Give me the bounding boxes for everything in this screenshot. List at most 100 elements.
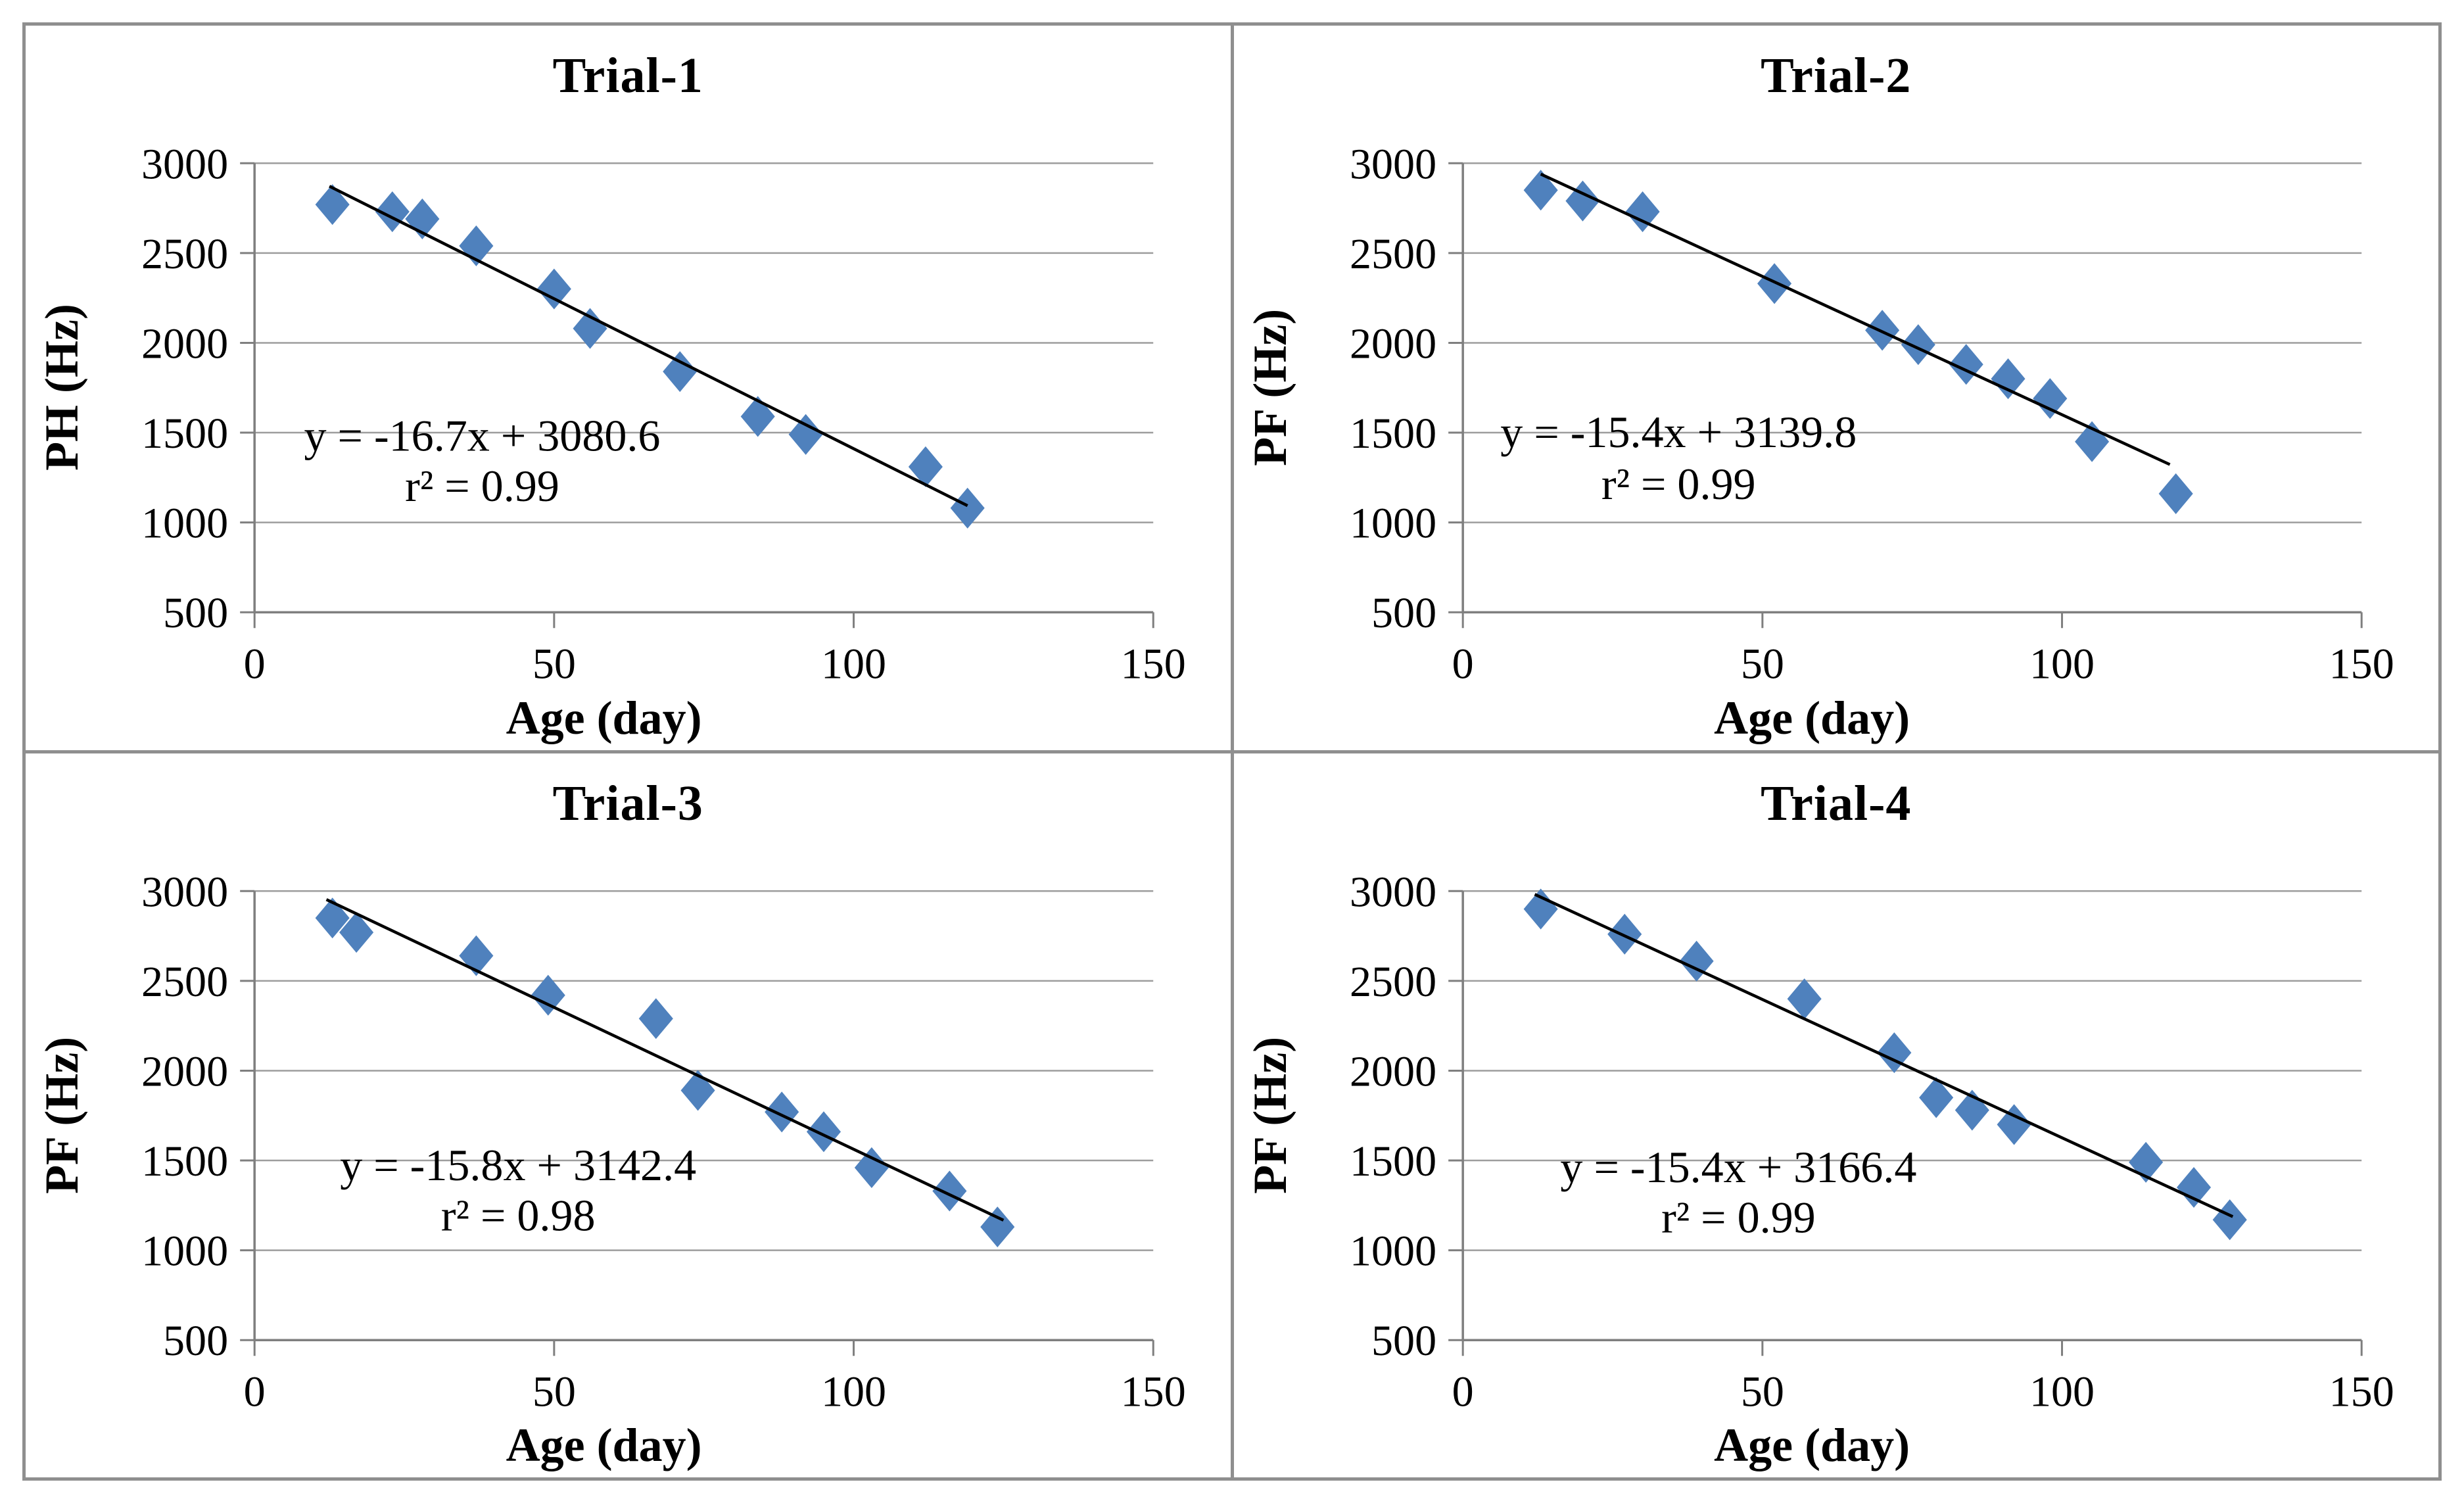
y-tick-label: 500 [1371,1317,1436,1365]
data-point-marker [950,487,985,529]
data-point-marker [2212,1199,2247,1240]
data-point-marker [806,1110,841,1152]
data-point-marker [680,1069,715,1111]
trend-equation-label: y = -16.7x + 3080.6 [304,410,661,460]
plot-trial-1: 500 1000 1500 2000 2500 3000 0 50 100 150 y = -16.… [141,140,1186,688]
y-tick-label: 2500 [141,230,228,278]
data-point-marker [1876,1032,1911,1073]
data-point-marker [1523,888,1558,930]
chart-title: Trial-4 [1761,775,1912,831]
y-tick-label: 2000 [141,320,228,368]
plot-trial-4: 500 1000 1500 2000 2500 3000 0 50 100 150 y = -15.… [1349,868,2394,1416]
x-tick-label: 150 [2329,1368,2394,1416]
x-tick-label: 50 [533,1368,576,1416]
chart-panel-trial-1: 500 1000 1500 2000 2500 3000 0 50 100 150 y = -16.… [26,26,1231,750]
x-axis-title: Age (day) [1714,691,1910,744]
trend-line [329,185,968,508]
x-tick-label: 0 [1452,640,1473,688]
y-tick-label: 500 [163,1317,228,1365]
data-point-marker [2176,1166,2211,1208]
trend-equation-label: y = -15.4x + 3139.8 [1500,407,1857,457]
chart-grid: 500 1000 1500 2000 2500 3000 0 50 100 150 y = -16.… [22,22,2442,1481]
data-point-marker [908,446,943,487]
x-tick-label: 150 [1121,1368,1186,1416]
y-tick-label: 1000 [1349,1227,1436,1275]
x-axis-title: Age (day) [506,1419,702,1472]
trend-r2-label: r² = 0.99 [405,461,559,511]
data-point-marker [932,1170,967,1212]
x-tick-label: 150 [2329,640,2394,688]
trend-equation-label: y = -15.4x + 3166.4 [1560,1141,1916,1191]
y-tick-label: 2000 [1349,1047,1436,1095]
x-tick-label: 100 [2029,1368,2094,1416]
data-point-marker [1918,1076,1953,1118]
trend-line [325,897,1005,1222]
y-tick-label: 3000 [141,868,228,916]
x-tick-label: 0 [244,640,266,688]
y-axis-title: PF (Hz) [36,1036,88,1194]
y-tick-label: 1500 [1349,410,1436,458]
y-tick-label: 3000 [141,140,228,188]
y-tick-label: 2500 [141,957,228,1005]
plot-trial-2: 500 1000 1500 2000 2500 3000 0 50 100 150 y = -15.… [1349,140,2394,688]
y-tick-label: 2500 [1349,957,1436,1005]
x-tick-label: 150 [1121,640,1186,688]
data-point-marker [788,414,823,455]
chart-title: Trial-1 [552,48,703,104]
data-point-marker [531,974,565,1016]
trend-r2-label: r² = 0.99 [1601,459,1755,509]
data-point-marker [2032,378,2067,419]
chart-title: Trial-3 [552,775,703,831]
data-point-marker [854,1147,889,1188]
y-tick-label: 500 [1371,589,1436,637]
y-axis-title: PF (Hz) [1243,1036,1296,1194]
chart-panel-trial-4: 500 1000 1500 2000 2500 3000 0 50 100 150 y = -15.… [1233,753,2438,1477]
data-point-marker [663,351,698,393]
x-tick-label: 0 [1452,1368,1473,1416]
y-tick-label: 2000 [141,1047,228,1095]
data-point-marker [638,997,673,1039]
chart-panel-trial-2: 500 1000 1500 2000 2500 3000 0 50 100 150 y = -15.… [1233,26,2438,750]
x-tick-label: 50 [1740,1368,1784,1416]
x-tick-label: 50 [533,640,576,688]
trend-line [1534,892,2233,1218]
data-point-marker [536,268,571,310]
y-tick-label: 1500 [141,410,228,458]
x-tick-label: 100 [821,640,886,688]
x-axis-title: Age (day) [506,691,702,744]
trend-r2-label: r² = 0.99 [1661,1192,1816,1242]
data-point-marker [1625,191,1660,233]
trend-line [1540,172,2171,466]
data-point-marker [315,184,350,226]
y-axis-title: PF (Hz) [1243,309,1296,467]
chart-panel-trial-3: 500 1000 1500 2000 2500 3000 0 50 100 150 y = -15.… [26,753,1231,1477]
y-tick-label: 1000 [1349,500,1436,548]
y-tick-label: 1500 [1349,1137,1436,1185]
data-point-marker [1523,170,1558,211]
data-point-marker [1901,324,1935,366]
data-point-marker [1565,180,1599,222]
y-tick-label: 1500 [141,1137,228,1185]
data-point-marker [765,1091,799,1132]
trend-equation-label: y = -15.8x + 3142.4 [340,1140,696,1190]
data-point-marker [2158,473,2193,514]
x-tick-label: 100 [2029,640,2094,688]
chart-title: Trial-2 [1761,48,1912,104]
x-tick-label: 50 [1740,640,1784,688]
x-axis-title: Age (day) [1714,1419,1910,1472]
x-tick-label: 100 [821,1368,886,1416]
x-tick-label: 0 [244,1368,266,1416]
data-point-marker [1607,913,1642,955]
y-tick-label: 500 [163,589,228,637]
y-tick-label: 1000 [141,500,228,548]
y-tick-label: 3000 [1349,140,1436,188]
plot-trial-3: 500 1000 1500 2000 2500 3000 0 50 100 150 y = -15.… [141,868,1186,1416]
trend-r2-label: r² = 0.98 [441,1190,596,1240]
y-tick-label: 2500 [1349,230,1436,278]
y-tick-label: 3000 [1349,868,1436,916]
y-axis-title: PH (Hz) [36,304,88,471]
y-tick-label: 1000 [141,1227,228,1275]
data-point-marker [1990,358,2026,400]
y-tick-label: 2000 [1349,320,1436,368]
